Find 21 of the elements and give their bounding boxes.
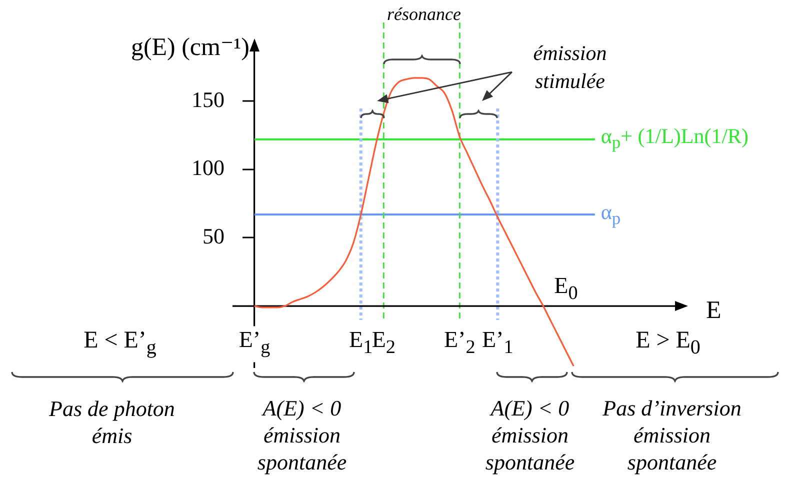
- annotation: E > E$_{0}$: [636, 326, 700, 360]
- x-tick-label: E’$_{1}$: [482, 326, 514, 362]
- y-tick-label: 100: [192, 155, 224, 180]
- x-tick-label: E’$_{g}$: [238, 326, 270, 362]
- y-tick-label: 150: [192, 86, 224, 112]
- text: A(E) < 0 émission spontanée: [485, 394, 575, 476]
- text: A(E) < 0 émission spontanée: [257, 394, 347, 476]
- x-tick-label: E$_{2}$: [372, 326, 396, 362]
- y-axis-title: g(E) (cm⁻¹): [130, 33, 250, 63]
- text: E < E’$_{g}$: [84, 326, 156, 360]
- annotation: E$_{0}$: [554, 272, 578, 306]
- ref-line-label: α$_{p}$+ (1/L)Ln(1/R): [600, 123, 749, 154]
- x-tick-label: E’$_{2}$: [444, 326, 476, 362]
- annotation: émission stimulée: [533, 40, 607, 95]
- x-axis-title: E: [706, 296, 722, 326]
- text: résonance: [387, 3, 461, 25]
- y-tick-label: 50: [202, 224, 224, 249]
- text: Pas d’inversion émission spontanée: [602, 394, 742, 476]
- x-tick-label: E$_{1}$: [349, 326, 373, 362]
- text: Pas de photon émis: [49, 395, 175, 449]
- ref-line-label: α$_{p}$: [600, 198, 621, 230]
